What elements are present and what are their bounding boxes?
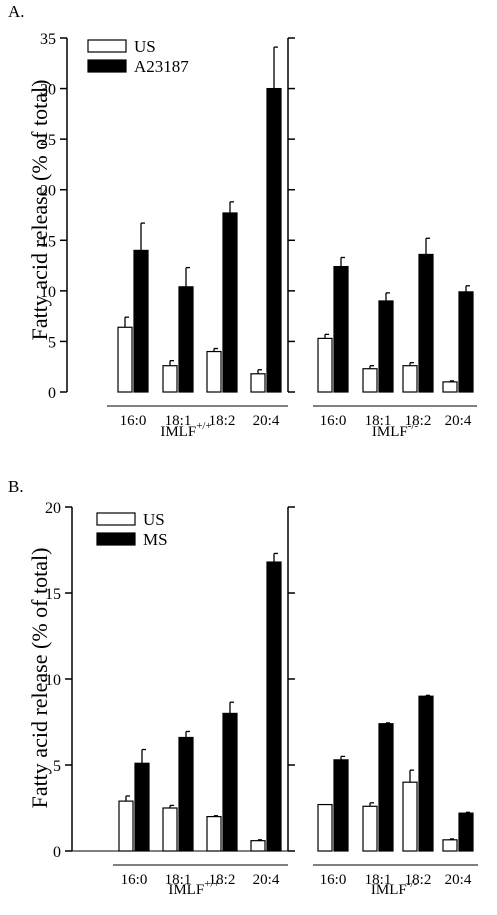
legend-swatch-1 [87,59,127,73]
bar-ms [378,723,394,852]
bar-us [402,781,418,852]
x-tick-label: 18:1 [365,872,392,888]
x-tick-label: 18:1 [365,413,392,429]
bar-ms [333,759,349,852]
bar-a23187 [266,87,282,393]
y-tick-label: 30 [40,82,56,99]
panel-a: A. Fatty acid release (% of total) 0 5 10 15 2… [8,2,477,440]
bar-us [162,807,178,852]
bar-a23187 [378,300,394,393]
group-label-superscript: +/+ [196,420,211,432]
bar-us [206,350,222,393]
y-axis-label: Fatty acid release (% of total) [27,548,52,809]
bar-ms [458,812,474,852]
bar-a23187 [222,212,238,393]
y-tick-label: 15 [45,586,61,603]
bar-us [162,365,178,393]
x-tick-label: 18:1 [165,413,192,429]
group-label: IMLF-/- [371,878,418,898]
bar-us [402,365,418,393]
y-tick-label: 0 [48,385,56,402]
x-tick-label: 18:2 [405,413,432,429]
panel-b: B. Fatty acid release (% of total) 0 5 10 15 2… [8,477,478,898]
y-tick-label: 25 [40,132,56,149]
y-tick-label: 20 [40,183,56,200]
bar-ms [266,561,282,852]
bar-ms [418,695,434,852]
bar-a23187 [178,286,194,393]
bar-us [250,373,266,393]
bar-us [362,805,378,852]
bar-us [250,840,266,852]
bar-a23187 [133,249,149,393]
legend-label-1: MS [143,530,168,549]
legend-label-1: A23187 [134,57,189,76]
y-tick-label: 5 [53,758,61,775]
x-tick-label: 18:2 [405,872,432,888]
bar-ms [178,736,194,852]
bar-us [118,800,134,852]
legend-label-0: US [134,37,156,56]
x-tick-label: 20:4 [253,413,280,429]
bar-ms [222,712,238,852]
y-tick-label: 10 [40,284,56,301]
group-label-superscript: -/- [408,420,419,432]
y-tick-label: 10 [45,672,61,689]
y-tick-label: 5 [48,334,56,351]
bar-a23187 [458,291,474,393]
bar-us [206,815,222,852]
x-tick-label: 16:0 [320,872,347,888]
y-tick-label: 0 [53,844,61,861]
bar-ms [134,762,150,852]
y-tick-label: 35 [40,31,56,48]
x-tick-label: 18:1 [165,872,192,888]
group-label-superscript: -/- [407,878,418,890]
x-tick-label: 20:4 [445,413,472,429]
y-axis-label: Fatty acid release (% of total) [27,80,52,341]
x-tick-label: 18:2 [209,413,236,429]
bar-us [317,803,333,852]
legend-swatch-0 [96,512,136,526]
bar-us [117,326,133,393]
x-tick-label: 16:0 [120,413,147,429]
x-tick-label: 20:4 [253,872,280,888]
bar-a23187 [333,265,349,393]
bar-us [362,368,378,393]
y-tick-label: 20 [45,500,61,517]
bar-us [442,381,458,393]
legend-swatch-0 [87,39,127,53]
legend-swatch-1 [96,532,136,546]
bar-a23187 [418,253,434,393]
x-tick-label: 20:4 [445,872,472,888]
bar-us [317,337,333,393]
y-tick-label: 15 [40,233,56,250]
group-label-superscript: +/+ [204,878,219,890]
x-tick-label: 16:0 [121,872,148,888]
x-tick-label: 18:2 [209,872,236,888]
group-knockout: 16:0 18:1 18:2 20:4 IMLF-/- [313,694,478,898]
group-knockout: 16:0 18:1 18:2 20:4 IMLF-/- [313,237,477,440]
panel-label: B. [8,477,24,496]
bar-us [442,839,458,852]
panel-label: A. [8,2,25,21]
x-tick-label: 16:0 [320,413,347,429]
legend-label-0: US [143,510,165,529]
group-label: IMLF-/- [372,420,419,440]
